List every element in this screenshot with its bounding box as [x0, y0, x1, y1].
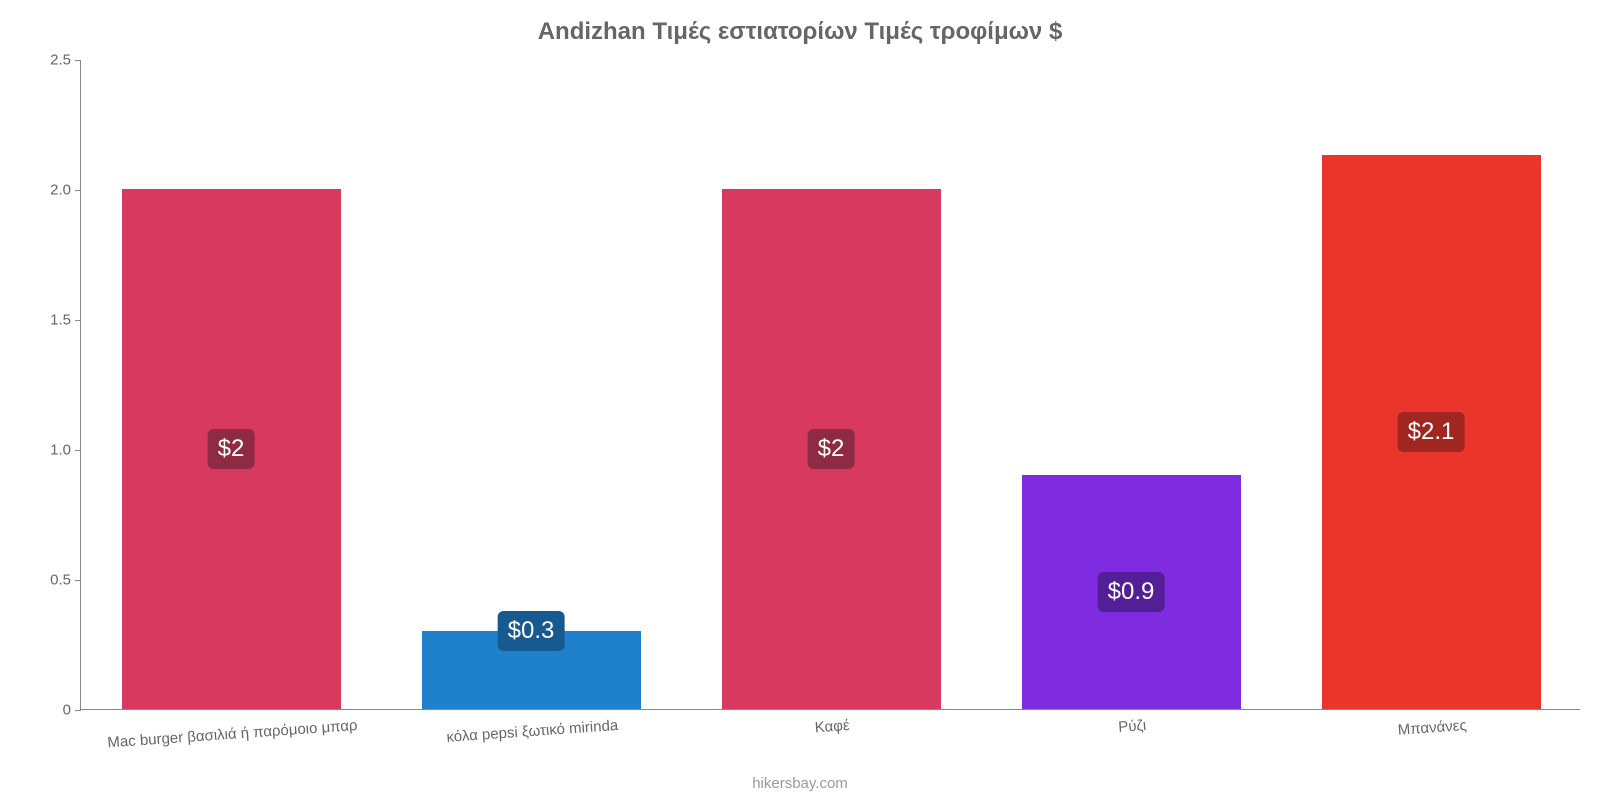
- x-tick-label: Μπανάνες: [1397, 709, 1467, 739]
- plot-area: $2$0.3$2$0.9$2.1 00.51.01.52.02.5Mac bur…: [80, 60, 1580, 710]
- y-tick-label: 2.0: [50, 182, 81, 199]
- x-tick-label: Ρύζι: [1117, 709, 1147, 736]
- bar-value-label: $2: [208, 429, 255, 469]
- y-tick-label: 2.5: [50, 52, 81, 69]
- y-tick-label: 0.5: [50, 572, 81, 589]
- bar-value-label: $0.3: [498, 611, 565, 651]
- x-tick-label: κόλα pepsi ξωτικό mirinda: [445, 709, 618, 746]
- attribution-text: hikersbay.com: [0, 775, 1600, 792]
- bar-value-label: $2.1: [1398, 412, 1465, 452]
- bars-container: $2 $0.3 $2 $0.9 $2.1: [81, 60, 1580, 709]
- bar-value-label: $2: [808, 429, 855, 469]
- bar: $2: [722, 189, 941, 709]
- y-tick-label: 1.0: [50, 442, 81, 459]
- y-tick-label: 0: [63, 702, 81, 719]
- bar-value-label: $0.9: [1098, 572, 1165, 612]
- bar: $0.3: [422, 631, 641, 709]
- y-tick-label: 1.5: [50, 312, 81, 329]
- x-tick-label: Mac burger βασιλιά ή παρόμοιο μπαρ: [106, 709, 358, 751]
- bar: $2.1: [1322, 155, 1541, 709]
- chart-title: Andizhan Τιμές εστιατορίων Τιμές τροφίμω…: [0, 0, 1600, 46]
- bar: $2: [122, 189, 341, 709]
- bar: $0.9: [1022, 475, 1241, 709]
- x-tick-label: Καφέ: [814, 709, 851, 736]
